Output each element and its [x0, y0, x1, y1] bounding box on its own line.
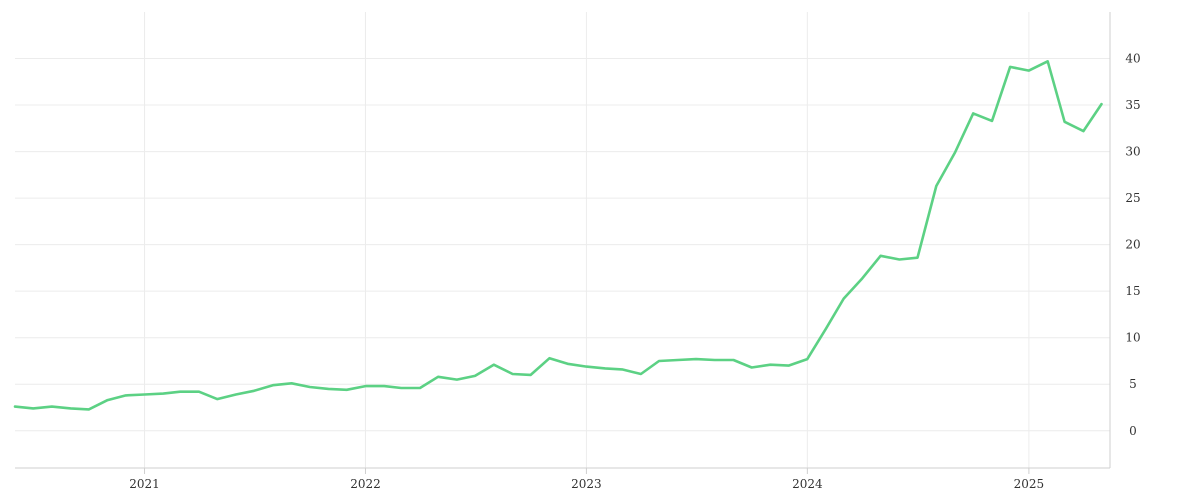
x-tick-label: 2023: [571, 477, 602, 491]
series-layer: [13, 59, 1103, 411]
y-tick-label: 40: [1125, 52, 1140, 66]
y-tick-label: 35: [1125, 98, 1140, 112]
grid-layer: [15, 12, 1110, 468]
y-tick-label: 20: [1125, 238, 1140, 252]
x-tick-label: 2025: [1014, 477, 1045, 491]
y-tick-label: 10: [1125, 331, 1140, 345]
x-tick-label: 2022: [350, 477, 381, 491]
y-tick-label: 0: [1129, 424, 1137, 438]
y-tick-label: 5: [1129, 377, 1137, 391]
y-tick-label: 30: [1125, 145, 1140, 159]
y-tick-label: 25: [1125, 191, 1140, 205]
x-tick-label: 2024: [792, 477, 823, 491]
series-line: [13, 59, 1103, 411]
x-tick-label: 2021: [129, 477, 160, 491]
y-tick-label: 15: [1125, 284, 1140, 298]
